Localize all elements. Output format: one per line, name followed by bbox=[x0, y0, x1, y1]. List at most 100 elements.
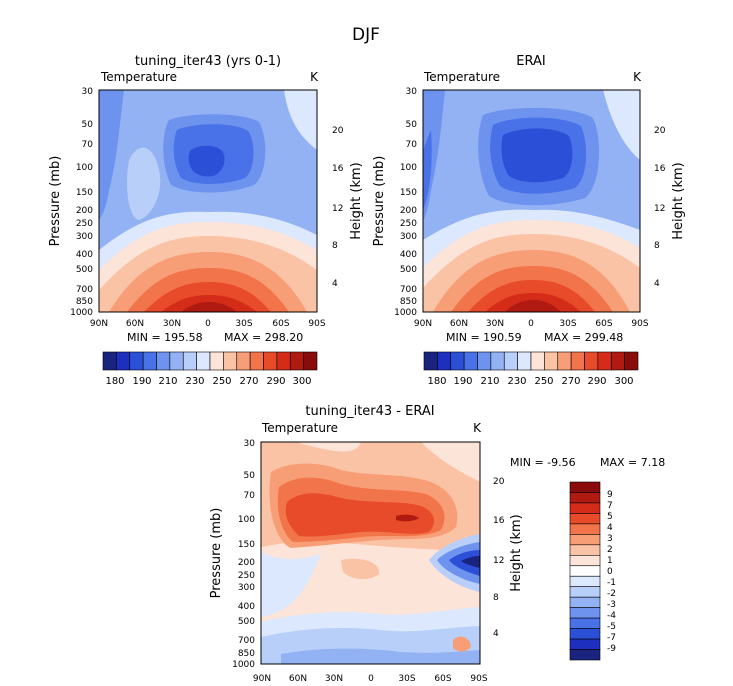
colorbar-tick-label: -5 bbox=[607, 622, 616, 632]
colorbar-tick-label: 180 bbox=[427, 376, 446, 387]
colorbar-cell bbox=[610, 351, 625, 371]
colorbar-cell bbox=[156, 351, 171, 371]
colorbar-cell bbox=[116, 351, 131, 371]
y-right-tick-label: 20 bbox=[654, 126, 666, 136]
y-tick-label: 30 bbox=[82, 87, 94, 97]
contour-band bbox=[341, 558, 380, 580]
y-tick-label: 500 bbox=[76, 265, 93, 275]
contour-band bbox=[188, 145, 225, 177]
y-tick-label: 300 bbox=[76, 232, 93, 242]
colorbar-cell bbox=[423, 351, 438, 371]
max-label: MAX = 299.48 bbox=[544, 331, 623, 344]
colorbar-tick-label: 2 bbox=[607, 545, 613, 555]
colorbar-labels: 180 190 210 230 250 270 290 300 bbox=[427, 376, 633, 387]
y-right-tick-label: 16 bbox=[493, 516, 505, 526]
contour-band bbox=[505, 300, 561, 312]
colorbar-cell bbox=[569, 523, 601, 535]
colorbar-tick-label: 210 bbox=[158, 376, 177, 387]
y-right-tick-label: 12 bbox=[332, 204, 343, 214]
colorbar-labels: 9 7 5 4 3 2 1 0 -1 -2 -3 -4 -5 -7 -9 bbox=[607, 490, 616, 654]
x-tick-label: 0 bbox=[368, 674, 374, 684]
x-tick-label: 30N bbox=[163, 319, 181, 329]
y-right-tick-label: 16 bbox=[332, 164, 344, 174]
colorbar-tick-label: 210 bbox=[480, 376, 499, 387]
max-label: MAX = 7.18 bbox=[600, 456, 665, 469]
colorbar-tick-label: -9 bbox=[607, 644, 616, 654]
colorbar-cell bbox=[569, 617, 601, 629]
colorbar-tick-label: 300 bbox=[292, 376, 311, 387]
y-axis-right: 20 16 12 8 4 bbox=[332, 126, 344, 289]
colorbar-cell bbox=[129, 351, 144, 371]
y-axis-title: Pressure (mb) bbox=[48, 156, 63, 247]
colorbar-cell bbox=[303, 351, 318, 371]
x-tick-label: 60S bbox=[595, 319, 612, 329]
colorbar-tick-label: -1 bbox=[607, 578, 616, 588]
colorbar-cell bbox=[569, 534, 601, 546]
y-tick-label: 250 bbox=[238, 571, 255, 581]
contour-band bbox=[284, 90, 317, 150]
y-tick-label: 400 bbox=[238, 602, 255, 612]
x-tick-label: 90N bbox=[253, 674, 271, 684]
y-axis-right: 20 16 12 8 4 bbox=[654, 126, 666, 289]
colorbar-cell bbox=[569, 481, 601, 493]
y-right-tick-label: 20 bbox=[493, 477, 505, 487]
y-right-tick-label: 20 bbox=[332, 126, 344, 136]
colorbar-cell bbox=[557, 351, 572, 371]
colorbar-cell bbox=[569, 586, 601, 598]
colorbar-cell bbox=[437, 351, 452, 371]
variable-label: Temperature bbox=[100, 70, 177, 84]
colorbar-cell bbox=[249, 351, 264, 371]
x-tick-label: 90S bbox=[308, 319, 325, 329]
y-axis-right-title: Height (km) bbox=[509, 514, 524, 591]
y-tick-label: 850 bbox=[76, 297, 93, 307]
x-tick-label: 60S bbox=[434, 674, 451, 684]
x-tick-label: 0 bbox=[528, 319, 534, 329]
colorbar-tick-label: 300 bbox=[614, 376, 633, 387]
colorbar-cell bbox=[569, 492, 601, 504]
x-tick-label: 30S bbox=[559, 319, 576, 329]
y-tick-label: 500 bbox=[238, 617, 255, 627]
y-tick-label: 50 bbox=[406, 120, 418, 130]
colorbar-cell bbox=[263, 351, 278, 371]
colorbar-tick-label: 270 bbox=[561, 376, 580, 387]
colorbar-cell bbox=[503, 351, 518, 371]
y-tick-label: 100 bbox=[76, 163, 93, 173]
contour-field bbox=[99, 90, 317, 312]
x-tick-label: 60S bbox=[272, 319, 289, 329]
colorbar-tick-label: 230 bbox=[185, 376, 204, 387]
colorbar-tick-label: 3 bbox=[607, 534, 613, 544]
variable-label: Temperature bbox=[261, 421, 338, 435]
colorbar-tick-label: 230 bbox=[507, 376, 526, 387]
colorbar-tick-label: 290 bbox=[266, 376, 285, 387]
colorbar-cell bbox=[569, 596, 601, 608]
colorbar-cell bbox=[584, 351, 599, 371]
colorbar-cell bbox=[169, 351, 184, 371]
plot-frame bbox=[98, 89, 318, 313]
colorbar-cell bbox=[182, 351, 197, 371]
contour-band bbox=[181, 302, 237, 312]
colorbar-cell bbox=[570, 351, 585, 371]
colorbar-tick-label: 290 bbox=[587, 376, 606, 387]
y-tick-label: 100 bbox=[400, 163, 417, 173]
y-axis-title: Pressure (mb) bbox=[209, 508, 224, 599]
page-title: DJF bbox=[352, 25, 380, 45]
y-tick-label: 150 bbox=[400, 188, 417, 198]
colorbar-cell bbox=[569, 628, 601, 640]
colorbar-cell bbox=[289, 351, 304, 371]
y-tick-label: 200 bbox=[76, 206, 93, 216]
contour-band bbox=[396, 514, 419, 522]
y-right-tick-label: 4 bbox=[654, 279, 660, 289]
colorbar-cell bbox=[569, 544, 601, 556]
y-right-tick-label: 12 bbox=[493, 556, 504, 566]
x-tick-label: 60N bbox=[126, 319, 144, 329]
plot-frame bbox=[260, 441, 481, 665]
colorbar-cell bbox=[223, 351, 238, 371]
y-tick-label: 500 bbox=[400, 265, 417, 275]
y-tick-label: 250 bbox=[400, 219, 417, 229]
colorbar-cell bbox=[517, 351, 532, 371]
y-axis-left: 30 50 70 100 150 200 250 300 400 500 700… bbox=[70, 87, 93, 318]
x-tick-label: 90N bbox=[414, 319, 432, 329]
x-tick-label: 0 bbox=[205, 319, 211, 329]
y-tick-label: 300 bbox=[400, 232, 417, 242]
colorbar bbox=[569, 481, 601, 661]
